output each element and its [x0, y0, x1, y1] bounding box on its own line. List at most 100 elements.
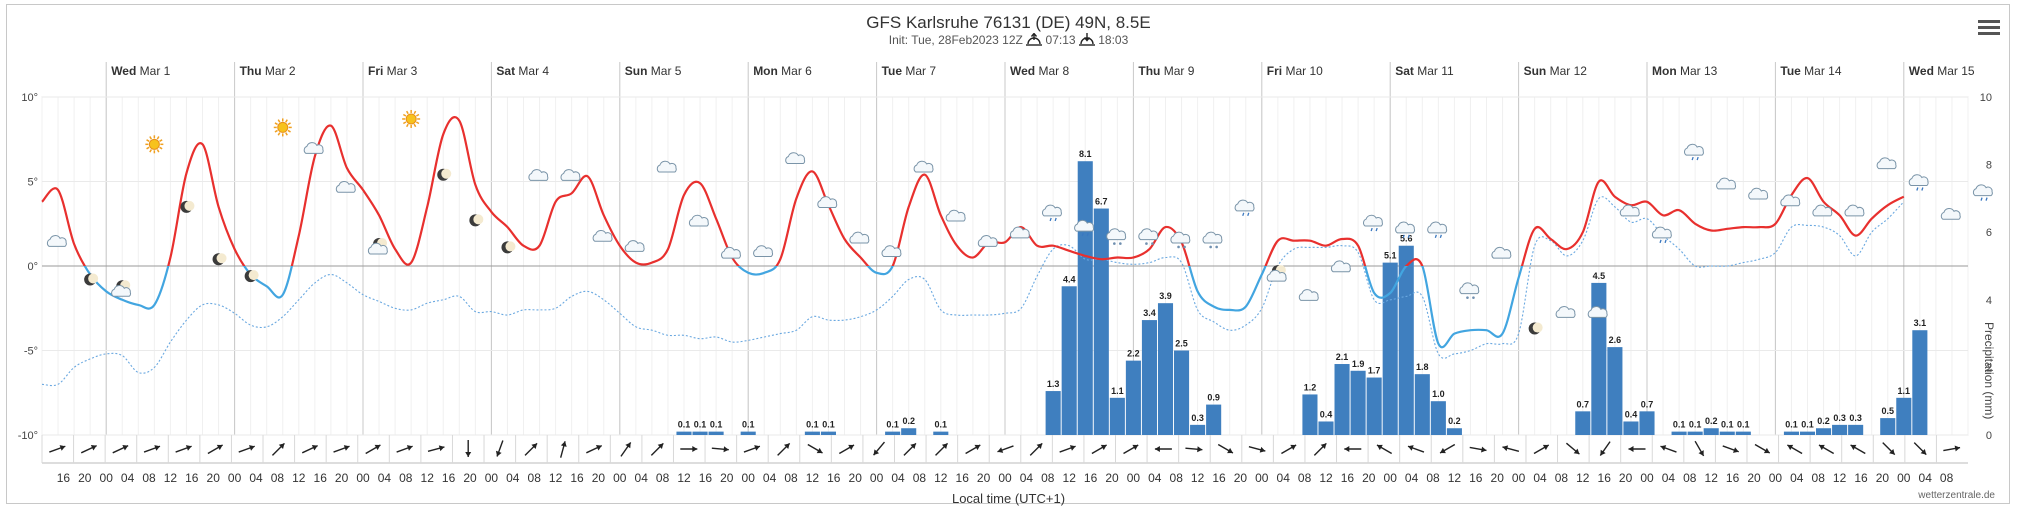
hour-tick-label: 20 — [1234, 471, 1248, 485]
wind-arrow-icon — [807, 443, 823, 454]
day-label: Thu Mar 9 — [1138, 64, 1194, 78]
precipitation-bars: 0.1 0.1 0.1 0.1 0.1 0.1 0.1 0.2 0.11.34.48.16.71… — [676, 149, 1928, 435]
precip-bar — [1880, 418, 1896, 435]
precip-data-label: 2.5 — [1175, 339, 1188, 349]
hour-tick-label: 16 — [314, 471, 328, 485]
hour-tick-label: 12 — [1063, 471, 1077, 485]
moon-icon — [212, 253, 227, 266]
cloud-icon — [1298, 289, 1319, 301]
wind-arrow-icon — [1818, 444, 1835, 455]
cloud-icon — [785, 152, 806, 165]
precip-data-label: 0.2 — [1817, 416, 1830, 426]
y-axis-right-title: Precipitation (mm) — [1982, 322, 1996, 420]
precip-bar — [708, 431, 724, 435]
sun-icon — [402, 109, 421, 128]
day-label: Wed Mar 1 — [111, 64, 170, 78]
precip-data-label: 0.3 — [1191, 413, 1204, 423]
day-label: Fri Mar 3 — [368, 64, 418, 78]
hour-tick-label: 08 — [1298, 471, 1312, 485]
wind-arrow-icon — [1533, 444, 1550, 455]
precip-data-label: 0.9 — [1207, 393, 1220, 403]
hour-tick-label: 16 — [1212, 471, 1226, 485]
precip-bar — [1302, 394, 1318, 435]
wind-arrow-icon — [333, 445, 350, 453]
temperature-lines — [41, 116, 1905, 387]
hour-tick-label: 20 — [1876, 471, 1890, 485]
precip-data-label: 1.9 — [1352, 359, 1365, 369]
hour-tick-label: 16 — [185, 471, 199, 485]
precip-data-label: 0.1 — [1801, 420, 1814, 430]
wind-arrow-icon — [586, 444, 603, 454]
hour-tick-label: 04 — [1919, 471, 1933, 485]
cloud-icon — [721, 246, 741, 259]
precip-bar — [1141, 320, 1157, 435]
sun-icon — [273, 118, 292, 137]
day-label: Tue Mar 14 — [1780, 64, 1841, 78]
hamburger-menu-icon[interactable] — [1978, 18, 2000, 38]
precip-data-label: 4.4 — [1063, 274, 1076, 284]
hour-tick-label: 00 — [356, 471, 370, 485]
precip-bar — [1623, 421, 1639, 435]
precip-data-label: 2.1 — [1336, 352, 1349, 362]
day-label: Thu Mar 2 — [240, 64, 296, 78]
cloud-snow-icon — [1170, 231, 1191, 249]
wind-arrow-icon — [1059, 445, 1076, 453]
moon-cloud-icon — [367, 238, 388, 255]
hour-tick-label: 08 — [1940, 471, 1954, 485]
hour-tick-label: 00 — [870, 471, 884, 485]
precip-data-label: 0.1 — [678, 420, 691, 430]
day-label: Wed Mar 15 — [1909, 64, 1975, 78]
wind-arrow-icon — [1754, 443, 1771, 454]
sunrise-icon — [1026, 33, 1043, 47]
cloud-icon — [656, 160, 677, 173]
hour-tick-label: 00 — [742, 471, 756, 485]
hour-tick-label: 16 — [956, 471, 970, 485]
precip-bar — [1446, 428, 1462, 435]
moon-icon — [1528, 322, 1543, 335]
wind-arrow-icon — [1344, 446, 1362, 452]
day-label: Sat Mar 11 — [1395, 64, 1454, 78]
wind-arrow-icon — [1407, 445, 1425, 453]
wind-arrow-icon — [559, 441, 567, 458]
hour-tick-label: 12 — [677, 471, 691, 485]
hour-tick-label: 20 — [207, 471, 221, 485]
cloud-icon — [913, 160, 934, 173]
precip-bar — [1799, 431, 1816, 435]
cloud-snow-icon — [1202, 231, 1223, 249]
hour-tick-label: 00 — [1512, 471, 1526, 485]
wind-arrow-icon — [873, 441, 886, 456]
precip-bar — [692, 431, 708, 435]
cloud-icon — [1555, 306, 1576, 318]
hour-tick-label: 20 — [463, 471, 477, 485]
precip-bar — [676, 431, 692, 435]
hour-tick-label: 12 — [549, 471, 563, 485]
wind-arrow-icon — [650, 442, 664, 456]
y-tick-label: -10° — [18, 430, 38, 442]
precip-data-label: 5.1 — [1384, 251, 1397, 261]
wind-arrow-icon — [743, 445, 761, 453]
precip-bar — [1061, 286, 1077, 435]
cloud-icon — [1844, 204, 1865, 217]
y-tick-label: 10° — [21, 92, 38, 104]
hour-tick-label: 12 — [1448, 471, 1462, 485]
precip-bar — [1109, 397, 1125, 435]
wind-arrow-icon — [143, 445, 161, 453]
hour-tick-label: 08 — [1170, 471, 1184, 485]
wind-arrow-icon — [1248, 445, 1266, 453]
precip-data-label: 8.1 — [1079, 149, 1092, 159]
chart-subtitle: Init: Tue, 28Feb2023 12Z 07:13 18:03 — [0, 32, 2017, 47]
precip-data-label: 5.6 — [1400, 234, 1413, 244]
day-label: Sun Mar 12 — [1524, 64, 1588, 78]
precip-data-label: 0.5 — [1881, 406, 1894, 416]
precip-data-label: 1.0 — [1432, 389, 1445, 399]
wind-arrow-icon — [1565, 442, 1580, 455]
wind-arrows — [41, 435, 1968, 464]
precip-data-label: 1.1 — [1111, 386, 1124, 396]
wind-arrow-icon — [1943, 445, 1961, 452]
hour-tick-label: 00 — [1127, 471, 1141, 485]
credits-link[interactable]: wetterzentrale.de — [1918, 490, 1995, 501]
wind-arrow-icon — [1123, 444, 1139, 455]
precip-bar — [1719, 431, 1735, 435]
wind-arrow-icon — [175, 445, 192, 453]
